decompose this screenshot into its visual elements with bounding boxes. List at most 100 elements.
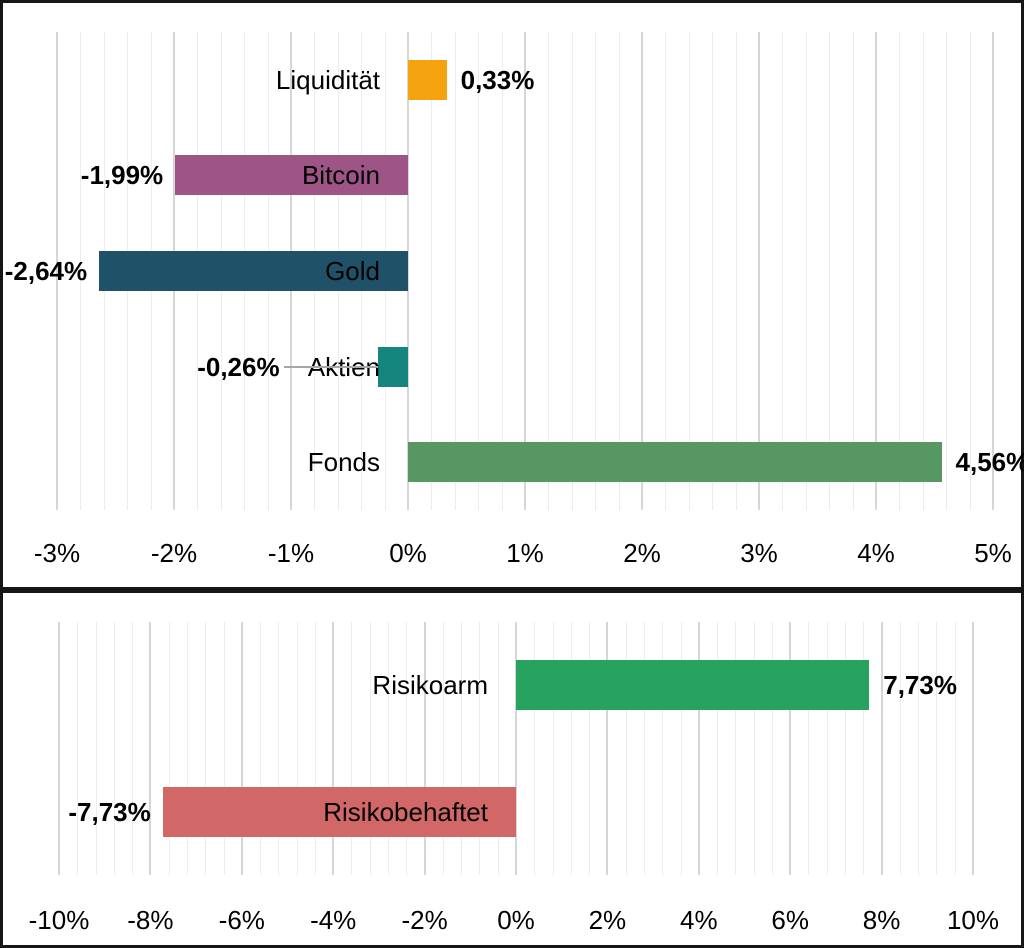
gridline-minor bbox=[688, 32, 690, 510]
gridline-minor bbox=[845, 622, 847, 875]
gridline-minor bbox=[497, 622, 499, 875]
category-label-gold: Gold bbox=[325, 256, 380, 286]
gridline-minor bbox=[680, 622, 682, 875]
x-axis-tick-8: 8% bbox=[862, 905, 901, 935]
gridline-major bbox=[524, 32, 526, 510]
gridline-minor bbox=[80, 32, 82, 510]
gridline-minor bbox=[936, 622, 938, 875]
gridline-major bbox=[56, 32, 58, 510]
category-label-fonds: Fonds bbox=[307, 447, 380, 478]
gridline-minor bbox=[662, 622, 664, 875]
gridline-minor bbox=[113, 622, 115, 875]
value-label-risikobehaftet: -7,73% bbox=[68, 796, 151, 827]
gridline-minor bbox=[712, 32, 714, 510]
gridline-minor bbox=[278, 622, 280, 875]
gridline-major bbox=[423, 622, 426, 875]
gridline-minor bbox=[351, 622, 353, 875]
gridline-major bbox=[240, 622, 243, 875]
category-label-risikobehaftet: Risikobehaftet bbox=[323, 796, 488, 827]
gridline-minor bbox=[753, 622, 755, 875]
gridline-minor bbox=[548, 32, 550, 510]
x-axis-tick-2: -2% bbox=[401, 905, 448, 935]
gridline-major bbox=[407, 32, 409, 510]
x-axis-tick-10: 10% bbox=[946, 905, 1000, 935]
x-axis-tick-4: 4% bbox=[857, 538, 895, 568]
x-axis-tick-2: 2% bbox=[623, 538, 661, 568]
gridline-minor bbox=[735, 622, 737, 875]
gridline-minor bbox=[431, 32, 433, 510]
gridline-minor bbox=[314, 622, 316, 875]
x-axis-tick-4: 4% bbox=[680, 905, 718, 935]
x-axis-tick-3: 3% bbox=[740, 538, 778, 568]
gridline-minor bbox=[782, 32, 784, 510]
gridline-minor bbox=[954, 622, 956, 875]
gridline-minor bbox=[186, 622, 188, 875]
gridline-minor bbox=[829, 32, 831, 510]
value-label-fonds: 4,56% bbox=[955, 447, 1024, 478]
gridline-major bbox=[789, 622, 792, 875]
gridline-minor bbox=[570, 622, 572, 875]
gridline-minor bbox=[805, 32, 807, 510]
gridline-minor bbox=[618, 32, 620, 510]
value-label-bitcoin: -1,99% bbox=[80, 160, 164, 191]
category-label-risikoarm: Risikoarm bbox=[372, 670, 488, 701]
gridline-major bbox=[58, 622, 60, 875]
bar-risikoarm bbox=[516, 660, 870, 711]
gridline-minor bbox=[863, 622, 865, 875]
gridline-minor bbox=[643, 622, 645, 875]
x-axis-tick-10: -10% bbox=[28, 905, 90, 935]
x-axis-tick-2: 2% bbox=[588, 905, 627, 935]
x-axis-tick-1: 1% bbox=[506, 538, 544, 568]
x-axis-tick-0: 0% bbox=[389, 538, 427, 568]
bar-aktien bbox=[377, 346, 408, 387]
asset-performance-chart-panel: Liquidität 0,33% Bitcoin -1,99% Gold -2,64% Ak… bbox=[0, 0, 1024, 590]
bar-liquiditat bbox=[408, 59, 447, 100]
category-label-bitcoin: Bitcoin bbox=[301, 160, 380, 191]
gridline-minor bbox=[665, 32, 667, 510]
x-axis-tick-6: 6% bbox=[771, 905, 809, 935]
gridline-minor bbox=[922, 32, 924, 510]
bar-fonds bbox=[408, 442, 942, 483]
value-label-aktien: -0,26% bbox=[197, 351, 280, 382]
bar-risikobehaftet bbox=[162, 786, 516, 837]
gridline-major bbox=[880, 622, 883, 875]
x-axis-tick-1: -1% bbox=[267, 538, 315, 568]
gridline-major bbox=[875, 32, 877, 510]
gridline-minor bbox=[501, 32, 503, 510]
gridline-minor bbox=[478, 32, 480, 510]
gridline-minor bbox=[595, 32, 597, 510]
gridline-minor bbox=[442, 622, 444, 875]
category-label-liquiditat: Liquidität bbox=[275, 64, 380, 95]
gridline-minor bbox=[808, 622, 810, 875]
gridline-minor bbox=[771, 622, 773, 875]
x-axis-tick-8: -8% bbox=[127, 905, 174, 935]
gridline-minor bbox=[77, 622, 79, 875]
gridline-minor bbox=[406, 622, 408, 875]
gridline-minor bbox=[826, 622, 828, 875]
x-axis-tick-4: -4% bbox=[310, 905, 357, 935]
gridline-major bbox=[992, 32, 994, 510]
gridline-minor bbox=[461, 622, 463, 875]
gridline-major bbox=[515, 622, 517, 875]
gridline-minor bbox=[571, 32, 573, 510]
gridline-minor bbox=[969, 32, 971, 510]
gridline-minor bbox=[260, 622, 262, 875]
bar-gold bbox=[99, 251, 408, 291]
gridline-major bbox=[758, 32, 760, 510]
gridline-major bbox=[697, 622, 700, 875]
gridline-minor bbox=[168, 622, 170, 875]
gridline-minor bbox=[479, 622, 481, 875]
gridline-minor bbox=[735, 32, 737, 510]
gridline-minor bbox=[918, 622, 920, 875]
x-axis-tick-2: -2% bbox=[150, 538, 198, 568]
gridline-minor bbox=[899, 32, 901, 510]
gridline-minor bbox=[95, 622, 97, 875]
leader-line-aktien bbox=[283, 365, 378, 368]
gridline-minor bbox=[534, 622, 536, 875]
gridline-minor bbox=[454, 32, 456, 510]
gridline-major bbox=[149, 622, 152, 875]
value-label-risikoarm: 7,73% bbox=[883, 670, 957, 701]
x-axis-tick-6: -6% bbox=[218, 905, 265, 935]
value-label-liquiditat: 0,33% bbox=[460, 64, 535, 95]
gridline-minor bbox=[899, 622, 901, 875]
